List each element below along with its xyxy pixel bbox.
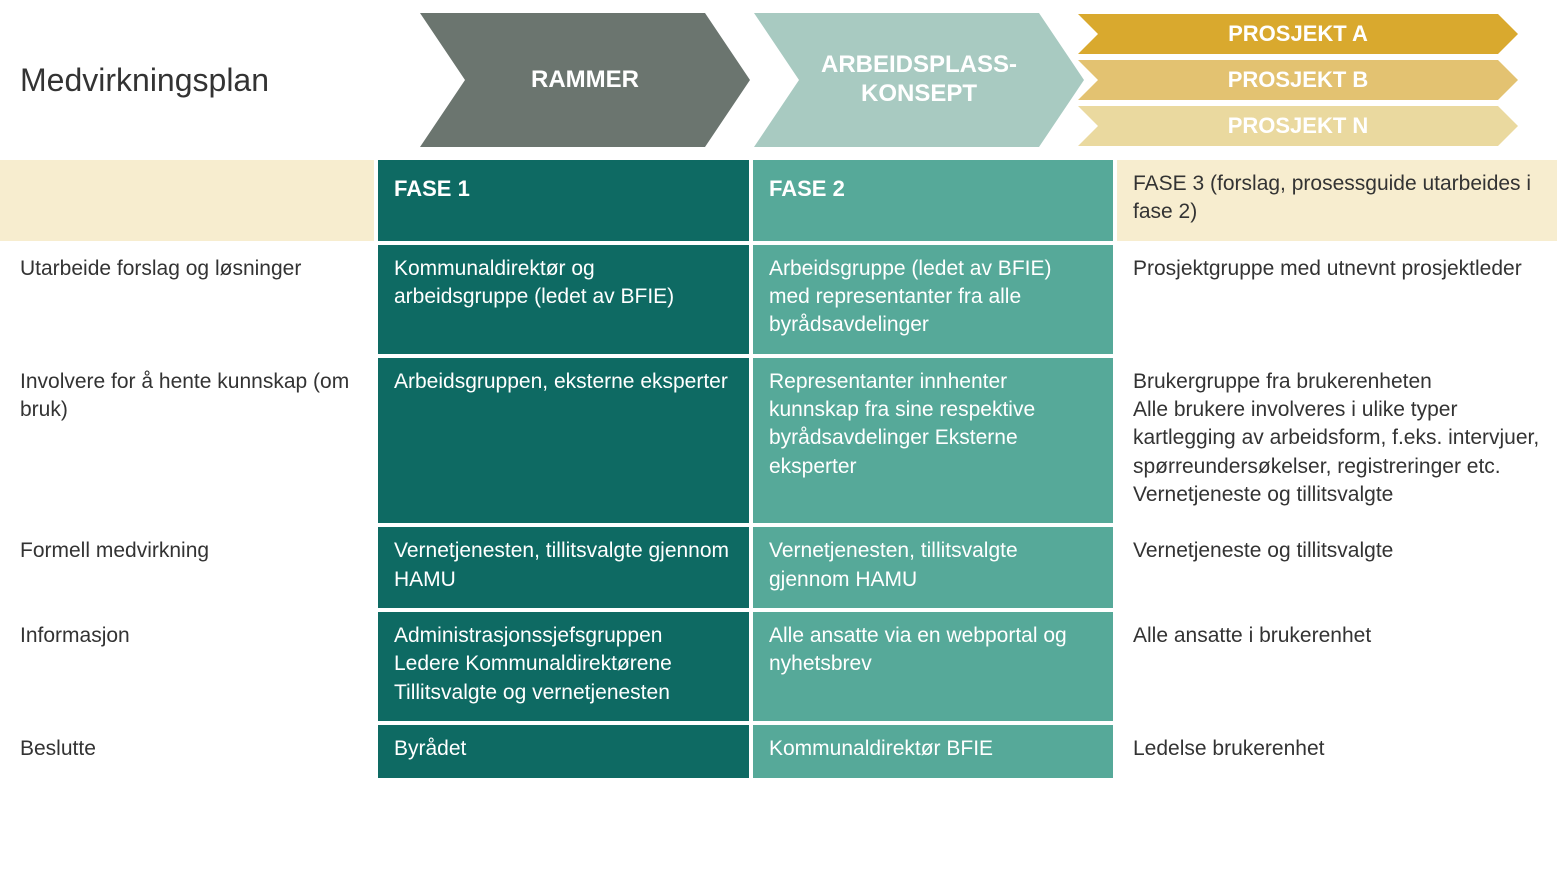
row1-fase3: Brukergruppe fra brukerenheten Alle bruk… — [1117, 358, 1561, 528]
row4-label: Beslutte — [0, 725, 378, 781]
chevron-prosjekt-a: PROSJEKT A — [1078, 14, 1518, 54]
row2-label: Formell medvirkning — [0, 527, 378, 612]
row1-label: Involvere for å hente kunnskap (om bruk) — [0, 358, 378, 528]
row4-fase1: Byrådet — [378, 725, 753, 781]
chevron-arbeidsplass-label: ARBEIDSPLASS- KONSEPT — [801, 51, 1037, 109]
chevron-row: RAMMER ARBEIDSPLASS- KONSEPT PROSJEKT A … — [420, 13, 1561, 147]
project-chevron-stack: PROSJEKT A PROSJEKT B PROSJEKT N — [1078, 14, 1518, 146]
row0-fase2: Arbeidsgruppe (ledet av BFIE) med repres… — [753, 245, 1117, 358]
chevron-prosjekt-n-label: PROSJEKT N — [1228, 113, 1369, 139]
chevron-rammer: RAMMER — [420, 13, 750, 147]
chevron-arbeidsplass: ARBEIDSPLASS- KONSEPT — [754, 13, 1084, 147]
row0-fase1: Kommunaldirektør og arbeidsgruppe (ledet… — [378, 245, 753, 358]
row1-fase1: Arbeidsgruppen, eksterne eksperter — [378, 358, 753, 528]
row3-fase3: Alle ansatte i brukerenhet — [1117, 612, 1561, 725]
header-fase3: FASE 3 (forslag, prosessguide utarbeides… — [1117, 160, 1561, 245]
row4-fase2: Kommunaldirektør BFIE — [753, 725, 1117, 781]
plan-table: FASE 1 FASE 2 FASE 3 (forslag, prosessgu… — [0, 160, 1561, 782]
row2-fase3: Vernetjeneste og tillitsvalgte — [1117, 527, 1561, 612]
chevron-prosjekt-a-label: PROSJEKT A — [1228, 21, 1368, 47]
row0-fase3: Prosjektgruppe med utnevnt prosjektleder — [1117, 245, 1561, 358]
header: Medvirkningsplan RAMMER ARBEIDSPLASS- KO… — [0, 0, 1561, 160]
chevron-prosjekt-b: PROSJEKT B — [1078, 60, 1518, 100]
row4-fase3: Ledelse brukerenhet — [1117, 725, 1561, 781]
chevron-rammer-label: RAMMER — [511, 66, 659, 95]
header-fase1: FASE 1 — [378, 160, 753, 245]
row2-fase1: Vernetjenesten, tillitsvalgte gjennom HA… — [378, 527, 753, 612]
header-fase2: FASE 2 — [753, 160, 1117, 245]
header-cell-empty — [0, 160, 378, 245]
page-title: Medvirkningsplan — [20, 62, 420, 99]
row3-fase1: Administrasjonssjefsgruppen Ledere Kommu… — [378, 612, 753, 725]
row0-label: Utarbeide forslag og løsninger — [0, 245, 378, 358]
page: Medvirkningsplan RAMMER ARBEIDSPLASS- KO… — [0, 0, 1561, 782]
row3-fase2: Alle ansatte via en webportal og nyhetsb… — [753, 612, 1117, 725]
row2-fase2: Vernetjenesten, tillitsvalgte gjennom HA… — [753, 527, 1117, 612]
row3-label: Informasjon — [0, 612, 378, 725]
chevron-prosjekt-b-label: PROSJEKT B — [1228, 67, 1369, 93]
chevron-prosjekt-n: PROSJEKT N — [1078, 106, 1518, 146]
row1-fase2: Representanter innhenter kunnskap fra si… — [753, 358, 1117, 528]
header-fase3-bold: FASE 3 — [1133, 172, 1204, 195]
